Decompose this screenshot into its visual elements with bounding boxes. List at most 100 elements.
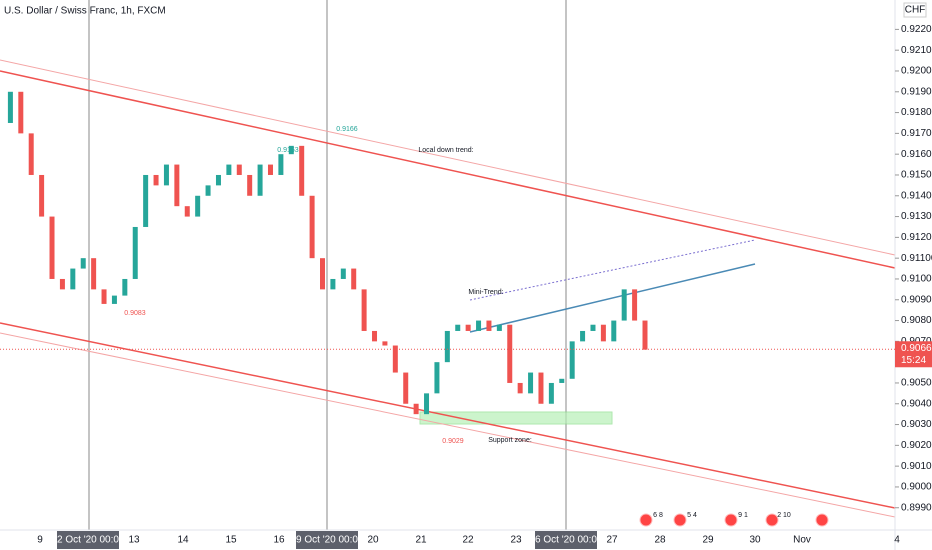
candle [559, 378, 565, 383]
currency-box [903, 2, 927, 18]
candle [288, 145, 294, 155]
channel-line [0, 332, 896, 518]
candle [444, 330, 450, 363]
annotation: 0.9029 [442, 438, 464, 445]
candle [49, 216, 55, 279]
candle [548, 382, 554, 404]
event-label: 6 8 [653, 512, 663, 519]
candle [569, 341, 575, 379]
candle [320, 258, 325, 290]
event-icon [765, 513, 779, 527]
candle [184, 206, 190, 217]
x-tick-label: 13 [128, 535, 140, 546]
x-tick-label: 23 [510, 535, 522, 546]
candle [299, 145, 305, 196]
candle [132, 226, 138, 279]
candle [455, 324, 461, 331]
event-label: 9 1 [738, 512, 748, 519]
channel-line [0, 59, 896, 256]
candle [39, 174, 45, 217]
candle [278, 154, 284, 175]
x-tick-label: 9 [37, 535, 43, 546]
trend-line [0, 322, 896, 509]
candle [111, 295, 117, 304]
candle [590, 324, 596, 331]
x-tick-highlight [296, 531, 358, 549]
candle [59, 278, 65, 290]
x-tick-label: 30 [749, 535, 761, 546]
x-tick-label: 27 [606, 535, 618, 546]
candle [236, 164, 242, 175]
event-label: 2 10 [777, 512, 791, 519]
candle [226, 164, 232, 175]
event-label: 5 4 [687, 512, 697, 519]
trend-line [0, 70, 896, 269]
candle [215, 174, 221, 186]
currency: CHF [905, 5, 926, 16]
annotation: Support zone: [488, 437, 532, 444]
candle [382, 341, 388, 346]
x-tick-label: 22 [462, 535, 474, 546]
x-tick-label: 12 Oct '20 00:00 [51, 535, 125, 546]
x-tick-label: Nov [793, 535, 811, 546]
annotation: 0.9163 [277, 147, 299, 154]
countdown: 15:24 [901, 355, 926, 366]
candle [80, 258, 86, 269]
candle [496, 324, 502, 331]
event-icon [673, 513, 687, 527]
x-tick-label: 21 [415, 535, 427, 546]
x-tick-label: 19 Oct '20 00:00 [290, 535, 364, 546]
last-price-tag [895, 341, 932, 368]
candle [372, 330, 378, 342]
event-icon [815, 513, 829, 527]
candle [70, 268, 76, 290]
candle [122, 278, 128, 296]
x-tick-label: 15 [225, 535, 237, 546]
candle [143, 174, 149, 227]
chart-title: U.S. Dollar / Swiss Franc, 1h, FXCM [4, 6, 166, 17]
candle [392, 345, 398, 373]
candle [205, 185, 211, 196]
candle [257, 164, 263, 196]
candle [538, 372, 544, 404]
candle [153, 174, 159, 186]
x-tick-label: 16 [273, 535, 285, 546]
candle [351, 268, 357, 290]
x-tick-highlight [535, 531, 597, 549]
x-tick-label: 29 [702, 535, 714, 546]
event-icon [639, 513, 653, 527]
candle [413, 403, 419, 415]
candle [18, 91, 24, 134]
candle [195, 195, 201, 217]
candle [486, 320, 492, 331]
candle [632, 289, 638, 321]
x-tick-label: 28 [654, 535, 666, 546]
candle [600, 324, 606, 342]
x-tick-label: 4 [894, 535, 900, 546]
candle [476, 320, 482, 331]
candle [7, 91, 13, 123]
candle [517, 382, 523, 394]
candle [267, 164, 273, 175]
candle [91, 258, 97, 290]
event-icon [724, 513, 738, 527]
candle [101, 289, 107, 304]
candle [424, 393, 430, 415]
